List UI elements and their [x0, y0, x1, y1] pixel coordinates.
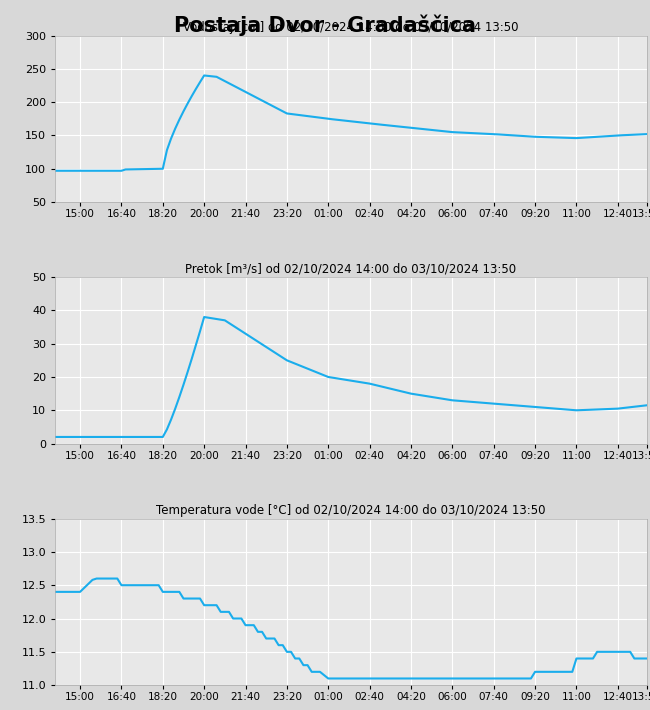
Title: Vodostaj [cm] od 02/10/2024 14:00 do 03/10/2024 13:50: Vodostaj [cm] od 02/10/2024 14:00 do 03/…: [183, 21, 519, 34]
Title: Pretok [m³/s] od 02/10/2024 14:00 do 03/10/2024 13:50: Pretok [m³/s] od 02/10/2024 14:00 do 03/…: [185, 263, 517, 276]
Title: Temperatura vode [°C] od 02/10/2024 14:00 do 03/10/2024 13:50: Temperatura vode [°C] od 02/10/2024 14:0…: [156, 504, 546, 518]
Text: Postaja Dvor - Gradaščica: Postaja Dvor - Gradaščica: [174, 14, 476, 36]
